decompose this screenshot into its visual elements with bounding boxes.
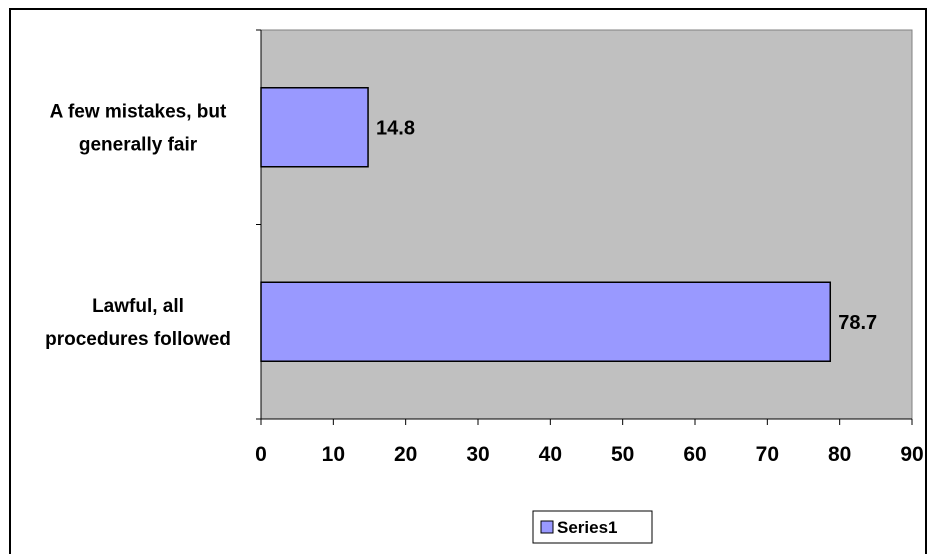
x-tick-label-70: 70 [756, 443, 779, 466]
x-tick-label-20: 20 [394, 443, 417, 466]
bar-2 [260, 281, 832, 362]
legend-swatch-series1 [540, 520, 554, 534]
x-tick-label-40: 40 [539, 443, 562, 466]
data-label-2: 78.7 [838, 312, 877, 334]
x-tick-label-30: 30 [466, 443, 489, 466]
axes: 0 10 20 30 40 50 60 70 80 90 [255, 29, 924, 466]
x-tick-label-10: 10 [322, 443, 345, 466]
legend-label-series1: Series1 [557, 518, 618, 537]
category-label-1-line-1: A few mistakes, but [50, 101, 227, 122]
x-tick-label-50: 50 [611, 443, 634, 466]
data-label-1: 14.8 [376, 117, 415, 139]
category-label-1-line-2: generally fair [79, 134, 198, 155]
bars: 14.8 78.7 [260, 87, 877, 362]
x-tick-label-60: 60 [683, 443, 706, 466]
x-tick-label-80: 80 [828, 443, 851, 466]
chart-frame [9, 8, 927, 554]
x-tick-label-0: 0 [255, 443, 267, 466]
category-label-2-line-1: Lawful, all [92, 296, 184, 317]
legend: Series1 [532, 510, 653, 544]
category-labels: A few mistakes, but generally fair Lawful,… [45, 101, 231, 350]
category-label-2-line-2: procedures followed [45, 329, 231, 350]
bar-1 [260, 87, 369, 168]
x-tick-label-90: 90 [900, 443, 923, 466]
